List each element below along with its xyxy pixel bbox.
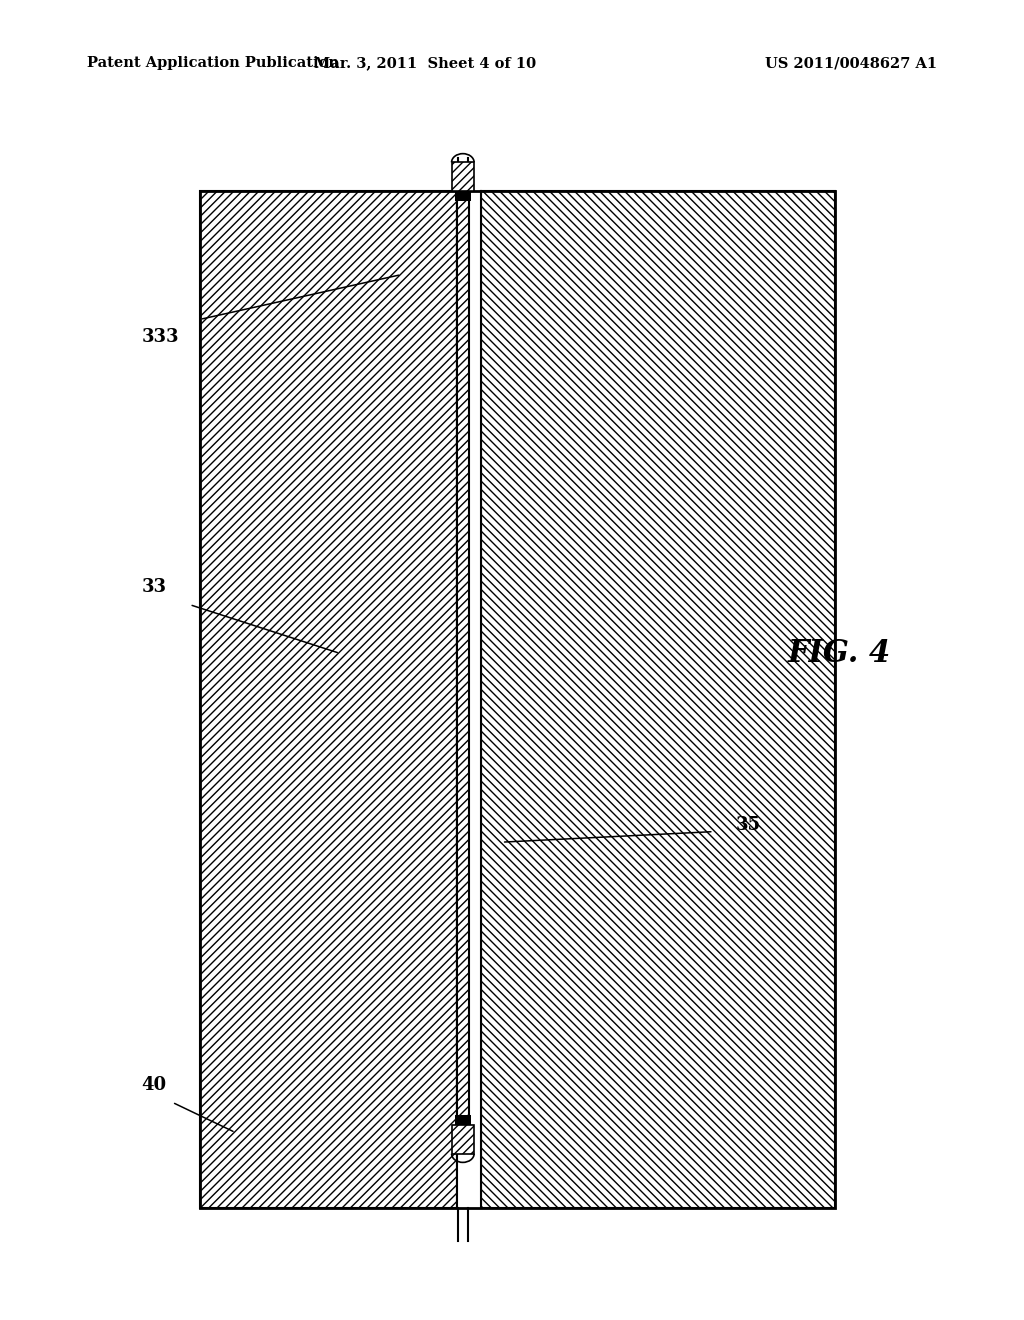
Bar (200, 191, 835, 1208)
Bar (455, 1115, 471, 1125)
Text: 35: 35 (735, 816, 761, 834)
Bar (481, 191, 835, 1208)
Bar (452, 1125, 474, 1154)
Text: US 2011/0048627 A1: US 2011/0048627 A1 (765, 57, 937, 70)
Text: 333: 333 (141, 327, 179, 346)
Text: Mar. 3, 2011  Sheet 4 of 10: Mar. 3, 2011 Sheet 4 of 10 (314, 57, 536, 70)
Text: Patent Application Publication: Patent Application Publication (87, 57, 339, 70)
Bar (457, 191, 481, 1208)
Bar (200, 191, 457, 1208)
Text: FIG. 4: FIG. 4 (788, 638, 891, 669)
Text: 33: 33 (141, 578, 166, 597)
Bar (455, 191, 471, 201)
Bar (457, 191, 469, 1125)
Bar (452, 162, 474, 191)
Text: 40: 40 (141, 1076, 167, 1094)
